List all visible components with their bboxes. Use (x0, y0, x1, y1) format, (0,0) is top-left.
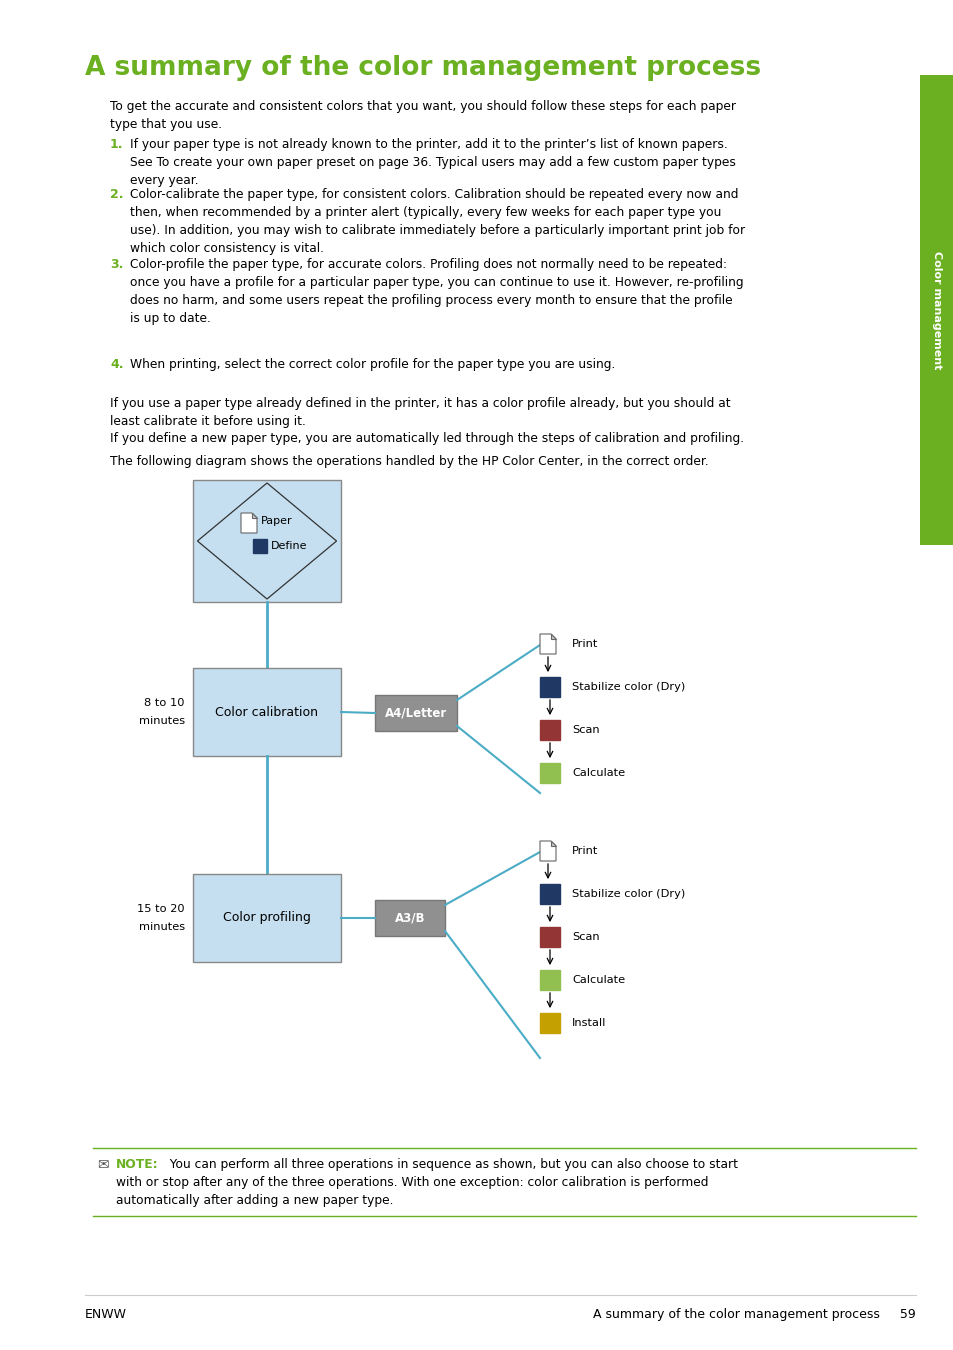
Polygon shape (241, 513, 256, 533)
Text: ✉: ✉ (97, 1158, 109, 1172)
FancyBboxPatch shape (539, 720, 559, 740)
Polygon shape (551, 634, 556, 639)
Text: Color management: Color management (931, 251, 941, 369)
Text: 4.: 4. (110, 358, 123, 371)
Text: A4/Letter: A4/Letter (384, 706, 447, 720)
Text: Define: Define (271, 541, 307, 551)
FancyBboxPatch shape (539, 676, 559, 697)
Polygon shape (539, 634, 556, 653)
FancyBboxPatch shape (193, 481, 340, 602)
Text: 3.: 3. (110, 258, 123, 271)
Text: Stabilize color (Dry): Stabilize color (Dry) (572, 890, 684, 899)
Text: automatically after adding a new paper type.: automatically after adding a new paper t… (116, 1193, 393, 1207)
Text: Scan: Scan (572, 725, 599, 734)
FancyBboxPatch shape (253, 539, 267, 553)
Text: If your paper type is not already known to the printer, add it to the printer’s : If your paper type is not already known … (130, 138, 735, 188)
FancyBboxPatch shape (375, 900, 444, 936)
Text: minutes: minutes (139, 922, 185, 931)
Text: Calculate: Calculate (572, 975, 624, 985)
Text: Color calibration: Color calibration (215, 706, 318, 718)
Text: To get the accurate and consistent colors that you want, you should follow these: To get the accurate and consistent color… (110, 100, 735, 131)
Text: Color profiling: Color profiling (223, 911, 311, 925)
Text: Print: Print (572, 639, 598, 649)
Text: NOTE:: NOTE: (116, 1158, 158, 1170)
Text: Color-profile the paper type, for accurate colors. Profiling does not normally n: Color-profile the paper type, for accura… (130, 258, 742, 325)
Text: 2.: 2. (110, 188, 123, 201)
Polygon shape (252, 513, 256, 518)
Text: Stabilize color (Dry): Stabilize color (Dry) (572, 682, 684, 693)
Text: with or stop after any of the three operations. With one exception: color calibr: with or stop after any of the three oper… (116, 1176, 708, 1189)
Text: 8 to 10: 8 to 10 (144, 698, 185, 707)
Text: When printing, select the correct color profile for the paper type you are using: When printing, select the correct color … (130, 358, 615, 371)
Text: 1.: 1. (110, 138, 123, 151)
Text: You can perform all three operations in sequence as shown, but you can also choo: You can perform all three operations in … (162, 1158, 738, 1170)
Text: ENWW: ENWW (85, 1308, 127, 1322)
Text: Print: Print (572, 846, 598, 856)
FancyBboxPatch shape (919, 76, 953, 545)
Text: A3/B: A3/B (395, 911, 425, 925)
Text: Scan: Scan (572, 931, 599, 942)
FancyBboxPatch shape (539, 884, 559, 904)
Text: A summary of the color management process     59: A summary of the color management proces… (593, 1308, 915, 1322)
FancyBboxPatch shape (193, 668, 340, 756)
FancyBboxPatch shape (539, 971, 559, 990)
Polygon shape (539, 841, 556, 861)
FancyBboxPatch shape (539, 927, 559, 946)
Polygon shape (551, 841, 556, 846)
Text: Calculate: Calculate (572, 768, 624, 778)
FancyBboxPatch shape (375, 695, 456, 730)
Text: If you use a paper type already defined in the printer, it has a color profile a: If you use a paper type already defined … (110, 397, 730, 428)
FancyBboxPatch shape (193, 873, 340, 963)
Text: 15 to 20: 15 to 20 (137, 904, 185, 914)
Text: Paper: Paper (261, 516, 293, 526)
Text: minutes: minutes (139, 716, 185, 726)
Polygon shape (197, 483, 336, 599)
Text: The following diagram shows the operations handled by the HP Color Center, in th: The following diagram shows the operatio… (110, 455, 708, 468)
Text: Install: Install (572, 1018, 606, 1027)
Text: A summary of the color management process: A summary of the color management proces… (85, 55, 760, 81)
Text: If you define a new paper type, you are automatically led through the steps of c: If you define a new paper type, you are … (110, 432, 743, 446)
FancyBboxPatch shape (539, 763, 559, 783)
FancyBboxPatch shape (539, 1012, 559, 1033)
Text: Color-calibrate the paper type, for consistent colors. Calibration should be rep: Color-calibrate the paper type, for cons… (130, 188, 744, 255)
